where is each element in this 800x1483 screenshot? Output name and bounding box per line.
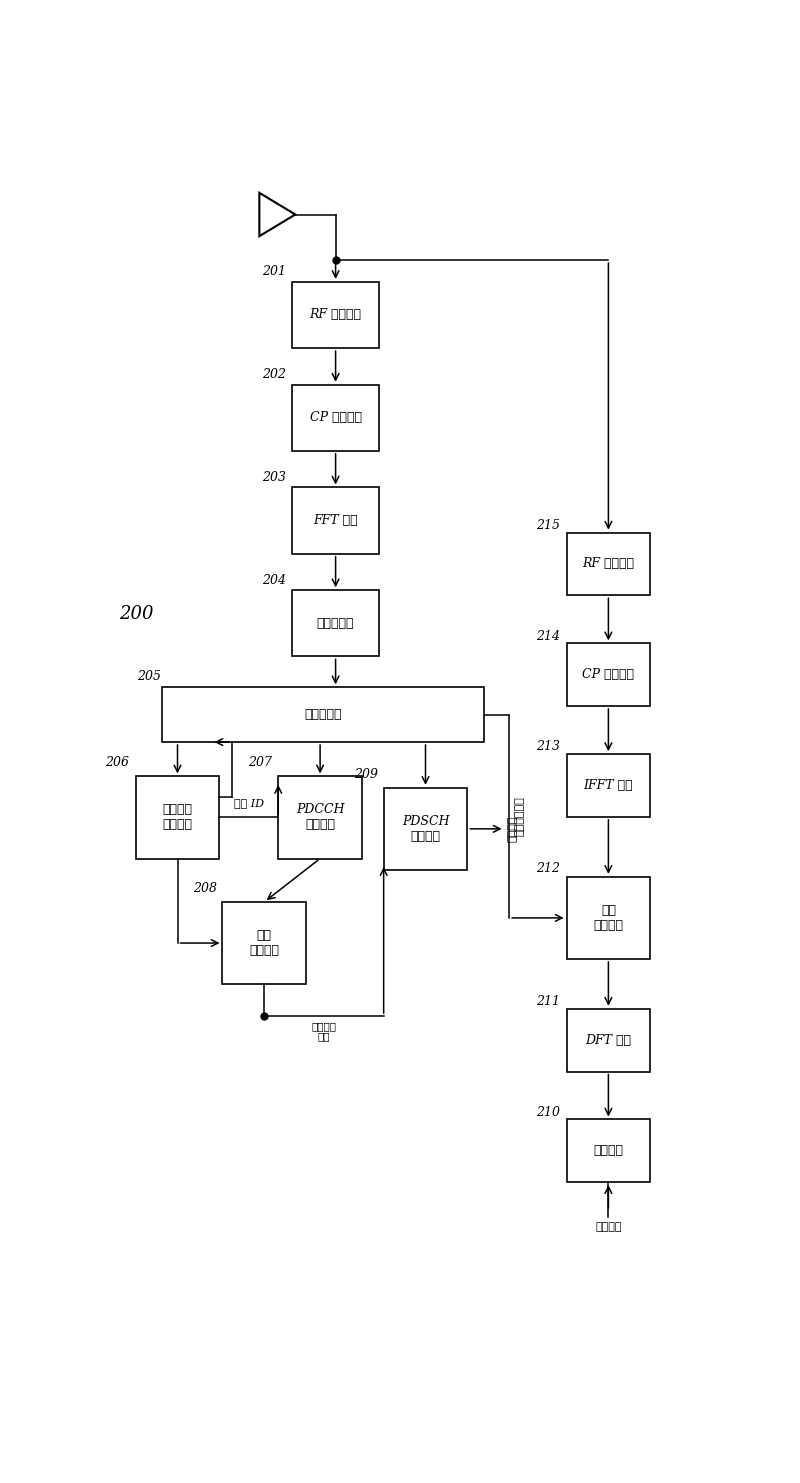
Bar bbox=[278, 776, 362, 859]
Text: 帧同步单元: 帧同步单元 bbox=[317, 617, 354, 630]
Text: 211: 211 bbox=[536, 995, 560, 1008]
Text: 214: 214 bbox=[536, 630, 560, 642]
Text: 上行分配信息: 上行分配信息 bbox=[514, 796, 524, 836]
Bar bbox=[566, 644, 650, 706]
Text: 213: 213 bbox=[536, 740, 560, 753]
Text: 格式
判定单元: 格式 判定单元 bbox=[250, 928, 279, 957]
Text: 广播信号
接收单元: 广播信号 接收单元 bbox=[162, 804, 193, 832]
Text: PDCCH
接收单元: PDCCH 接收单元 bbox=[296, 804, 344, 832]
Text: 215: 215 bbox=[536, 519, 560, 532]
Text: 208: 208 bbox=[193, 882, 217, 896]
Text: 201: 201 bbox=[262, 265, 286, 279]
Text: CP 附加单元: CP 附加单元 bbox=[582, 669, 634, 681]
Text: 频率
映射单元: 频率 映射单元 bbox=[594, 905, 623, 931]
Bar bbox=[162, 687, 485, 742]
Bar bbox=[136, 776, 219, 859]
Text: 205: 205 bbox=[137, 670, 161, 682]
Bar bbox=[292, 282, 379, 349]
Bar bbox=[292, 590, 379, 657]
Text: 206: 206 bbox=[105, 756, 129, 770]
Bar bbox=[384, 787, 467, 871]
Text: 200: 200 bbox=[118, 605, 153, 623]
Text: 令解调单元: 令解调单元 bbox=[305, 709, 342, 721]
Text: PDSCH
接收单元: PDSCH 接收单元 bbox=[402, 814, 450, 842]
Text: FFT 单元: FFT 单元 bbox=[314, 515, 358, 526]
Bar bbox=[566, 876, 650, 960]
Text: 下行分配
信息: 下行分配 信息 bbox=[311, 1022, 337, 1041]
Text: 终端 ID: 终端 ID bbox=[234, 798, 264, 808]
Text: 210: 210 bbox=[536, 1106, 560, 1118]
Text: 212: 212 bbox=[536, 862, 560, 875]
Bar bbox=[222, 902, 306, 985]
Text: 204: 204 bbox=[262, 574, 286, 587]
Text: 202: 202 bbox=[262, 368, 286, 381]
Text: RF 接收单元: RF 接收单元 bbox=[310, 308, 362, 322]
Bar bbox=[292, 384, 379, 451]
Bar bbox=[292, 488, 379, 553]
Text: 207: 207 bbox=[248, 756, 272, 770]
Text: 调制单元: 调制单元 bbox=[594, 1145, 623, 1157]
Text: 接收数据: 接收数据 bbox=[508, 816, 518, 842]
Text: IFFT 单元: IFFT 单元 bbox=[583, 779, 634, 792]
Text: RF 发送单元: RF 发送单元 bbox=[582, 558, 634, 571]
Text: 203: 203 bbox=[262, 472, 286, 483]
Text: 209: 209 bbox=[354, 768, 378, 782]
Bar bbox=[566, 1008, 650, 1072]
Text: DFT 单元: DFT 单元 bbox=[586, 1034, 631, 1047]
Bar bbox=[566, 532, 650, 595]
Text: CP 去除单元: CP 去除单元 bbox=[310, 411, 362, 424]
Bar bbox=[566, 753, 650, 817]
Text: 发送数据: 发送数据 bbox=[595, 1222, 622, 1232]
Bar bbox=[566, 1120, 650, 1182]
